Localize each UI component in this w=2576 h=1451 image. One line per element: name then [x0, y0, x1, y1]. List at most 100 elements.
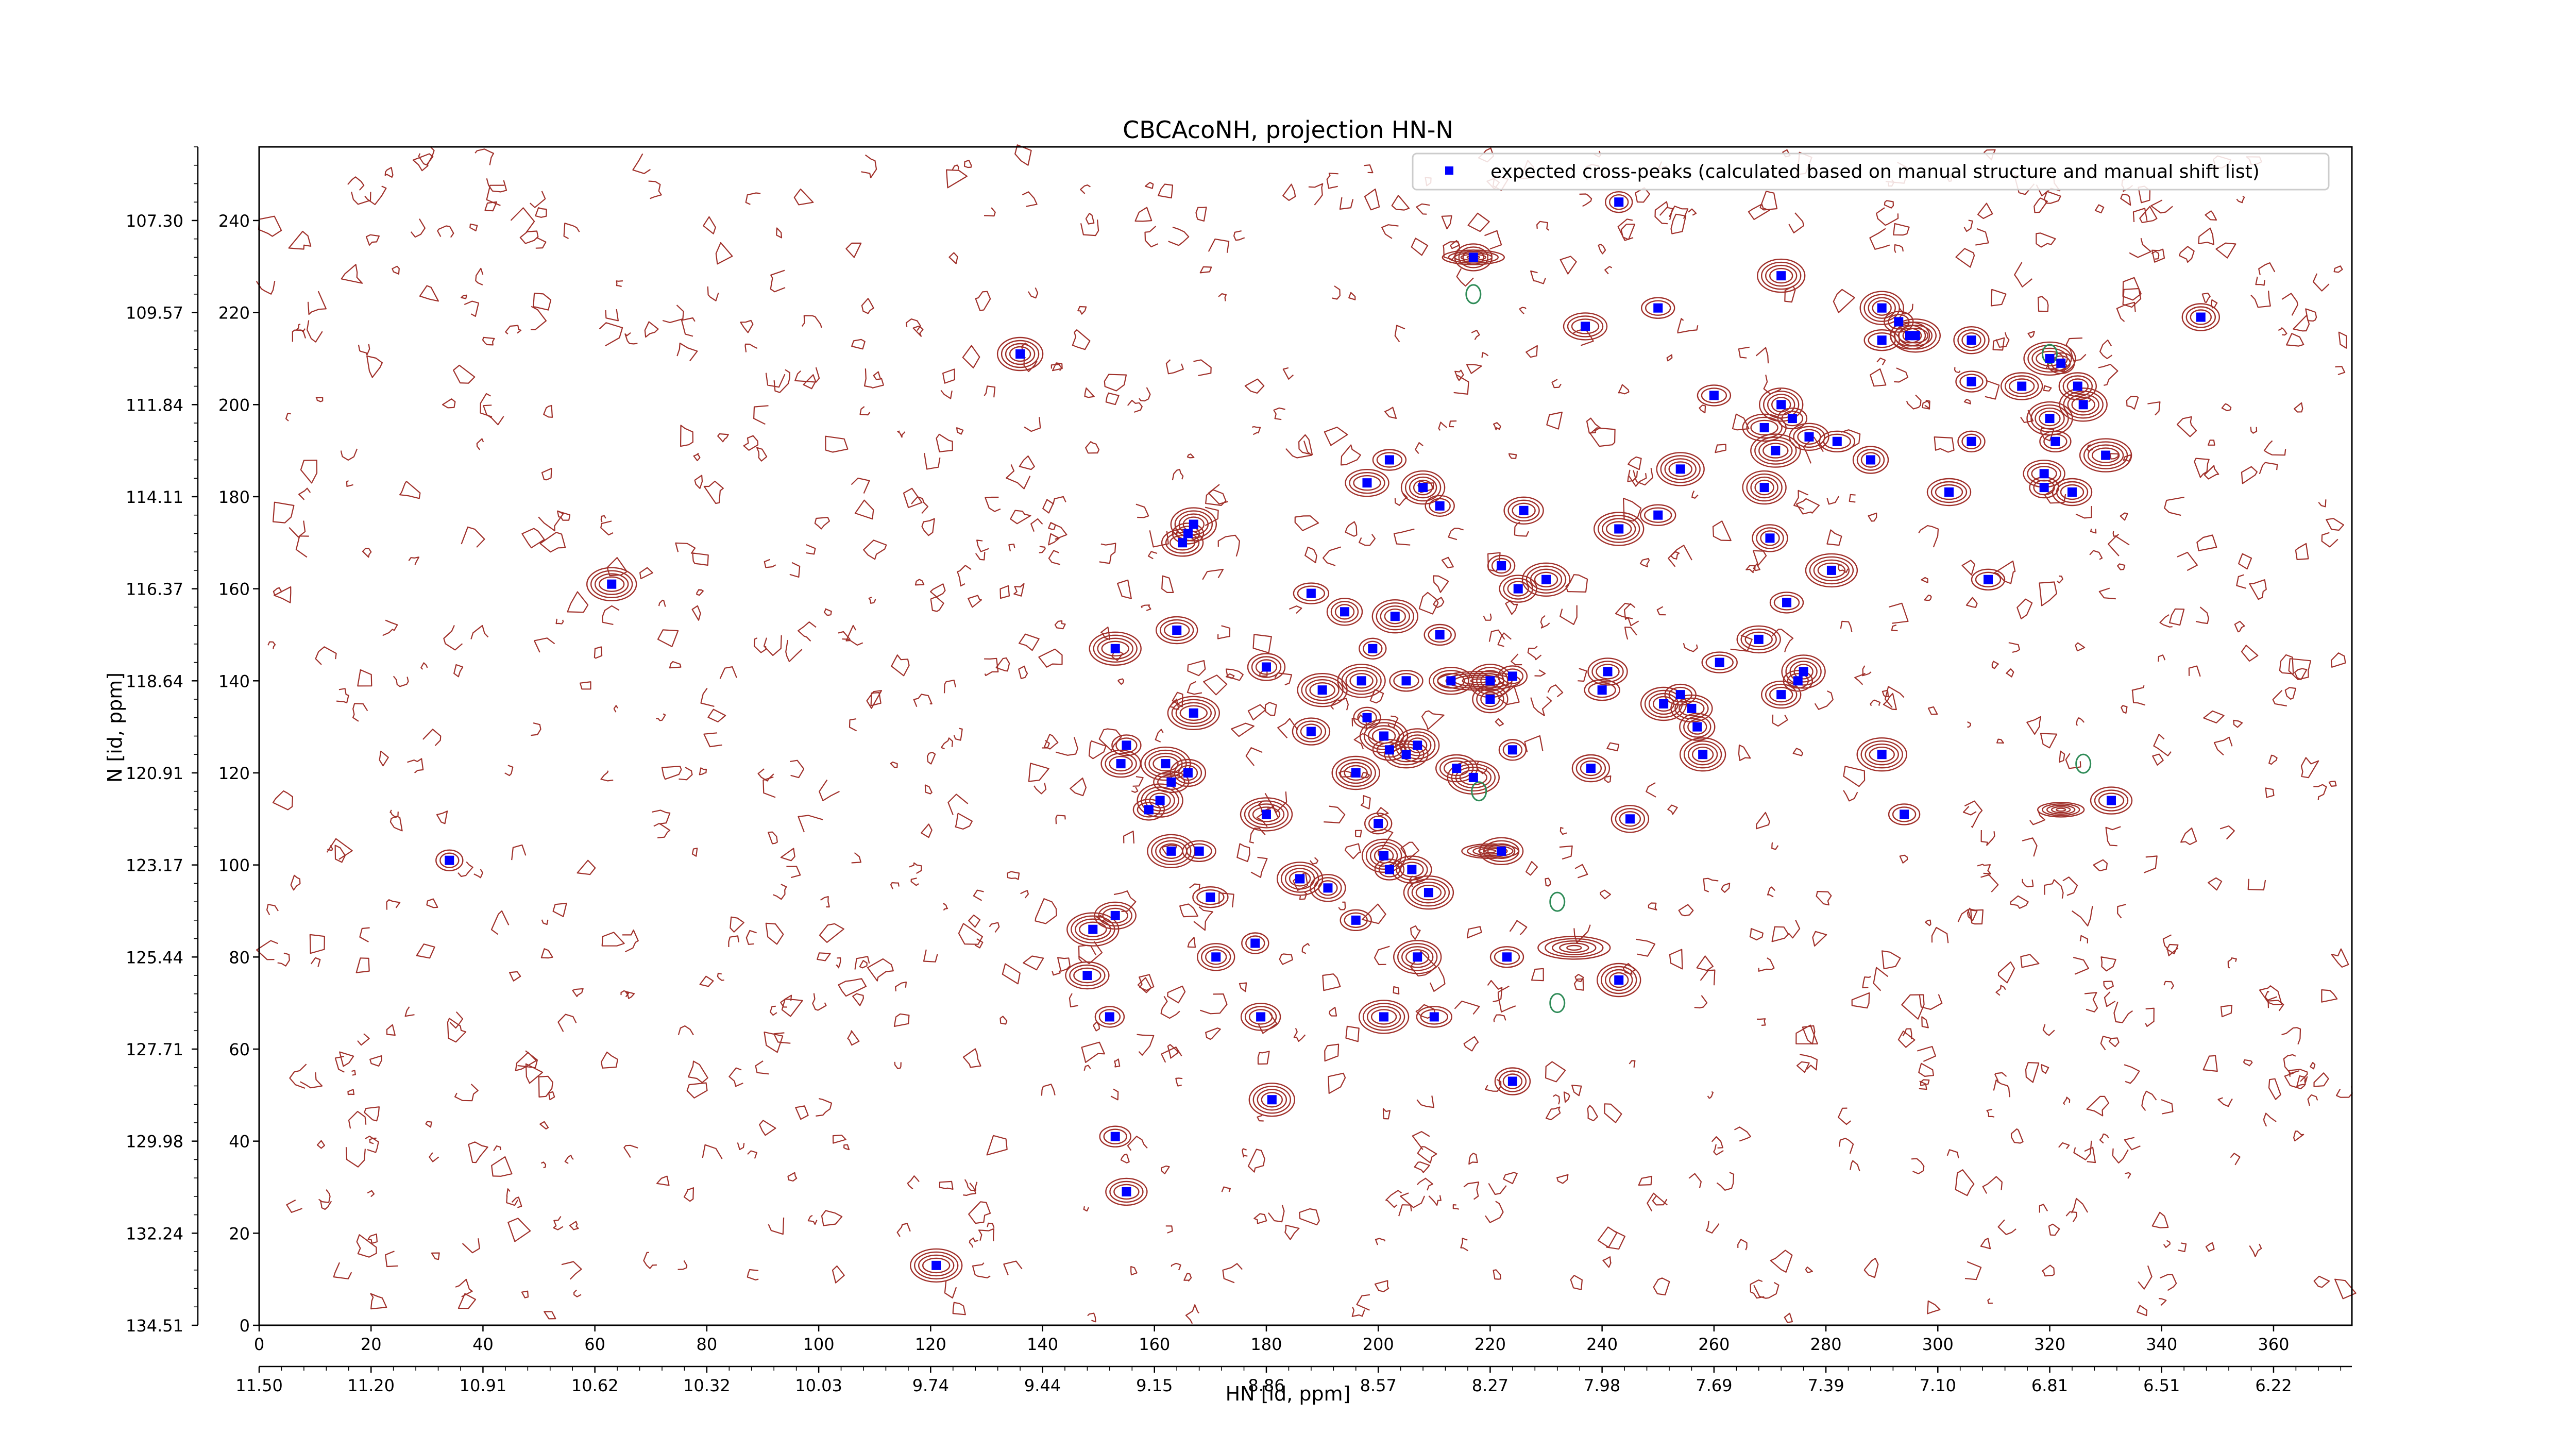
cross-peak-marker [2039, 483, 2049, 493]
cross-peak-marker [1407, 865, 1417, 874]
cross-peak-marker [1900, 809, 1909, 819]
x-tick-label: 60 [584, 1335, 605, 1354]
x-tick-label: 200 [1363, 1335, 1394, 1354]
x-tick-label: 360 [2258, 1335, 2289, 1354]
cross-peak-marker [1435, 501, 1445, 511]
cross-peak-marker [1379, 731, 1389, 741]
cross-peak-marker [1206, 892, 1215, 902]
y-axis-label: N [id, ppm] [104, 672, 126, 783]
cross-peak-marker [1295, 874, 1305, 884]
cross-peak-marker [1306, 727, 1316, 736]
x-ppm-tick-label: 11.20 [347, 1376, 395, 1395]
cross-peak-marker [1967, 377, 1976, 386]
cross-peak-marker [1374, 819, 1383, 829]
cross-peak-marker [1250, 938, 1260, 948]
cross-peak-marker [1122, 1187, 1131, 1196]
cross-peak-marker [1122, 740, 1131, 750]
cross-peak-marker [1110, 910, 1120, 920]
cross-peak-marker [1446, 676, 1456, 686]
y-ppm-tick-label: 123.17 [126, 856, 183, 875]
cross-peak-marker [1944, 487, 1954, 497]
cross-peak-marker [1625, 814, 1635, 824]
x-ppm-tick-label: 10.32 [683, 1376, 731, 1395]
cross-peak-marker [1687, 703, 1697, 713]
x-tick-label: 120 [915, 1335, 946, 1354]
cross-peak-marker [931, 1260, 941, 1270]
x-ppm-tick-label: 9.44 [1024, 1376, 1061, 1395]
cross-peak-marker [1675, 690, 1685, 700]
cross-peak-marker [1709, 391, 1719, 400]
cross-peak-marker [1485, 695, 1495, 704]
cross-peak-marker [1776, 271, 1786, 281]
cross-peak-marker [1581, 322, 1590, 331]
legend-label: expected cross-peaks (calculated based o… [1490, 161, 2260, 182]
cross-peak-marker [1413, 740, 1422, 750]
x-ppm-tick-label: 8.57 [1360, 1376, 1397, 1395]
cross-peak-marker [1614, 197, 1624, 207]
cross-peak-marker [1877, 335, 1887, 345]
y-tick-label: 100 [218, 856, 250, 875]
legend-marker [1445, 166, 1453, 175]
cross-peak-marker [1418, 483, 1428, 493]
x-tick-label: 100 [803, 1335, 835, 1354]
x-ppm-tick-label: 7.69 [1696, 1376, 1732, 1395]
cross-peak-marker [1172, 626, 1182, 635]
x-ppm-tick-label: 9.15 [1136, 1376, 1173, 1395]
cross-peak-marker [1211, 952, 1221, 962]
cross-peak-marker [1804, 432, 1814, 442]
x-tick-label: 80 [697, 1335, 718, 1354]
cross-peak-marker [1082, 971, 1092, 981]
cross-peak-marker [1340, 607, 1350, 617]
y-ppm-tick-label: 132.24 [126, 1224, 183, 1243]
x-tick-label: 240 [1586, 1335, 1618, 1354]
cross-peak-marker [1351, 768, 1361, 778]
x-ppm-tick-label: 7.98 [1584, 1376, 1620, 1395]
cross-peak-marker [1692, 722, 1702, 732]
y-tick-label: 80 [229, 948, 250, 967]
cross-peak-marker [1603, 667, 1613, 677]
cross-peak-marker [2056, 358, 2066, 368]
cross-peak-marker [1452, 764, 1462, 773]
x-tick-label: 220 [1475, 1335, 1506, 1354]
cross-peak-marker [1435, 630, 1445, 639]
strong-signal-contour [2037, 802, 2085, 818]
cross-peak-marker [1194, 846, 1204, 856]
cross-peak-marker [1368, 644, 1378, 653]
cross-peak-marker [1384, 865, 1394, 874]
cross-peak-marker [1384, 455, 1394, 465]
x-tick-label: 160 [1139, 1335, 1170, 1354]
cross-peak-marker [1390, 612, 1400, 621]
cross-peak-marker [1984, 575, 1993, 584]
y-tick-label: 0 [240, 1316, 250, 1336]
negative-contour [1549, 993, 1566, 1014]
cross-peak-marker [2039, 469, 2049, 479]
x-ppm-tick-label: 10.03 [795, 1376, 842, 1395]
peak-contours [435, 191, 2221, 1283]
cross-peak-marker [1967, 335, 1976, 345]
cross-peak-marker [2045, 414, 2055, 424]
cross-peak-marker [1910, 331, 1920, 341]
x-ppm-tick-label: 7.39 [1807, 1376, 1844, 1395]
x-tick-label: 340 [2146, 1335, 2177, 1354]
y-ppm-tick-label: 125.44 [126, 948, 183, 967]
cross-peak-marker [1384, 745, 1394, 755]
cross-peak-marker [1379, 851, 1389, 861]
cross-peak-marker [1497, 846, 1506, 856]
cross-peak-marker [1776, 690, 1786, 700]
cross-peak-marker [1776, 400, 1786, 410]
cross-peak-marker [1832, 436, 1842, 446]
cross-peak-marker [1429, 1012, 1439, 1022]
legend: expected cross-peaks (calculated based o… [1412, 153, 2330, 191]
x-tick-label: 180 [1250, 1335, 1282, 1354]
contour-layer [256, 144, 2357, 1324]
x-ppm-tick-label: 7.10 [1920, 1376, 1956, 1395]
y-ppm-tick-label: 127.71 [126, 1040, 183, 1059]
peak-layer [445, 197, 2206, 1270]
cross-peak-marker [1256, 1012, 1266, 1022]
y-tick-label: 160 [218, 580, 250, 599]
cross-peak-marker [1351, 915, 1361, 925]
cross-peak-marker [1413, 952, 1422, 962]
cross-peak-marker [1015, 349, 1025, 359]
cross-peak-marker [2067, 487, 2077, 497]
